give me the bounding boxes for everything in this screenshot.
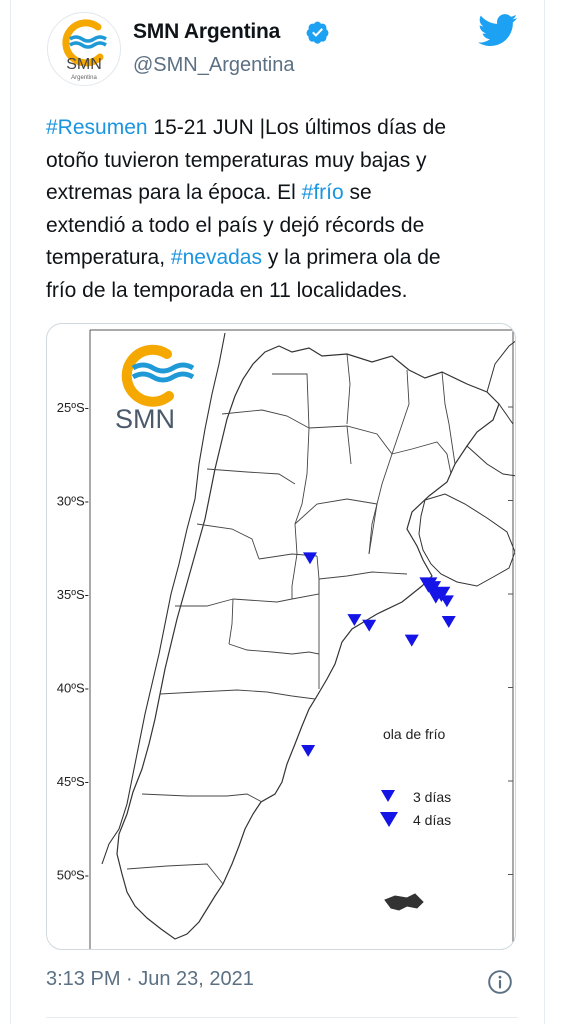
tweet-text-segment: otoño tuvieron temperaturas muy bajas y [46,148,427,172]
avatar-logo-subtext: Argentina [71,75,97,81]
cold-wave-marker [303,552,317,565]
tweet-text-segment: 15-21 JUN |Los últimos días de [147,116,446,139]
tweet-text-segment: y la primera ola de [261,246,441,269]
cold-wave-marker [301,745,316,757]
legend-title: ola de frío [383,726,445,742]
hashtag-link[interactable]: #Resumen [46,116,148,139]
avatar-logo-text: SMN [66,56,102,73]
hashtag-link[interactable]: #frío [301,181,344,204]
latitude-ticks: 25ºS- 30ºS- 35ºS- 40ºS- 45ºS- 50ºS- [57,400,513,883]
tweet-text-line: frío de la temporada en 11 localidades. [46,275,521,308]
cold-wave-markers [301,552,456,757]
tweet-text-segment: extremas para la época. El [46,181,302,204]
smn-avatar-logo: SMN Argentina [62,19,107,81]
tweet-card [10,0,545,1024]
latitude-label: 35ºS- [57,587,89,602]
cold-wave-marker [432,586,451,603]
cold-wave-marker [428,591,443,604]
cold-wave-marker [347,614,362,627]
latitude-label: 25ºS- [57,400,89,415]
display-name[interactable]: SMN Argentina [133,20,281,43]
smn-map-logo: SMN [115,344,195,434]
latitude-label: 50ºS- [57,868,89,883]
latitude-label: 30ºS- [57,494,89,509]
cold-wave-marker [362,619,377,632]
legend-label-4-dias: 4 días [413,812,451,828]
malvinas-islands [384,893,424,911]
cold-wave-marker [441,615,456,628]
tweet-text-segment: extendió a todo el país y dejó récords d… [46,213,425,237]
cold-wave-marker [404,634,419,647]
tweet-text-line: extremas para la época. El #frío se [46,177,521,210]
legend-triangle-large [380,812,398,827]
hashtag-link[interactable]: #nevadas [170,246,262,269]
verified-badge-icon [306,21,329,44]
twitter-bird-icon[interactable] [478,14,518,47]
tweet-text-line: otoño tuvieron temperaturas muy bajas y [46,145,521,178]
cold-wave-marker [439,595,454,608]
tweet-timestamp[interactable]: 3:13 PM · Jun 23, 2021 [46,968,254,990]
andes-chile-outline [101,332,226,865]
tweet-text-segment: temperatura, [46,246,171,269]
tweet-text-line: extendió a todo el país y dejó récords d… [46,210,521,243]
bottom-divider [46,1017,518,1018]
province-borders [126,353,456,885]
tweet-text-segment: se [343,181,372,204]
brazil-border [466,340,515,477]
avatar[interactable]: SMN Argentina [47,12,121,86]
latitude-label: 40ºS- [57,681,89,696]
tweet-text: #Resumen 15-21 JUN |Los últimos días de o… [46,112,521,307]
map-logo-text: SMN [115,404,175,434]
tweet-text-segment: frío de la temporada en 11 localidades. [46,278,408,302]
legend-label-3-dias: 3 días [413,789,451,805]
argentina-map: 25ºS- 30ºS- 35ºS- 40ºS- 45ºS- 50ºS- [57,329,515,949]
tweet-text-line: temperatura, #nevadas y la primera ola d… [46,242,521,275]
argentina-outline [116,345,500,940]
user-handle[interactable]: @SMN_Argentina [133,54,295,76]
uruguay-outline [418,493,515,587]
info-circle-icon[interactable] [487,969,513,995]
tweet-media-map[interactable]: 25ºS- 30ºS- 35ºS- 40ºS- 45ºS- 50ºS- [46,323,516,950]
legend-triangle-small [381,790,395,802]
latitude-label: 45ºS- [57,774,89,789]
cold-wave-marker [423,581,442,597]
tweet-text-line: #Resumen 15-21 JUN |Los últimos días de [46,112,521,145]
